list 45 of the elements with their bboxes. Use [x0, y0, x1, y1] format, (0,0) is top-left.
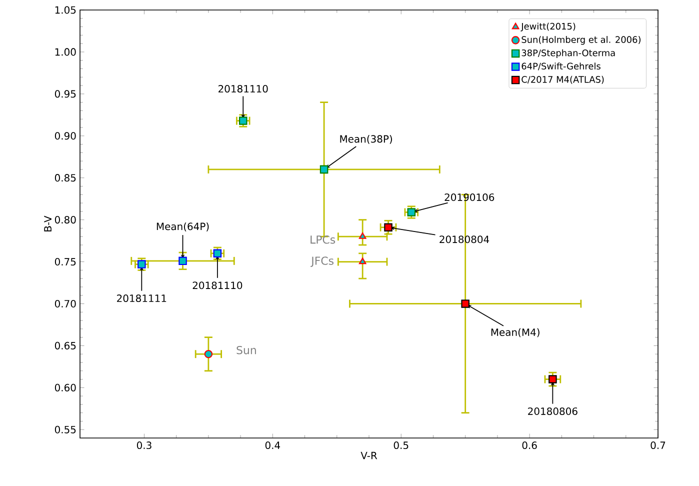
- x-tick-label: 0.4: [265, 442, 280, 450]
- x-tick-label: 0.5: [394, 442, 408, 450]
- y-tick-label: 0.85: [54, 174, 76, 182]
- x-axis-title: V-R: [360, 452, 378, 460]
- point: [320, 165, 328, 174]
- point: [548, 375, 557, 384]
- annotation: 20181111: [117, 294, 166, 302]
- annotation: 20181110: [218, 84, 268, 93]
- point: [358, 232, 366, 239]
- legend-label: 64P/Swift-Gehrels: [522, 62, 600, 70]
- y-tick-label: 0.70: [54, 300, 76, 308]
- legend-label: Sun(Holmberg et al. 2006): [522, 36, 640, 45]
- annotation: 20180806: [528, 407, 578, 416]
- y-tick-label: 0.65: [54, 342, 76, 350]
- annotation: Mean(M4): [491, 328, 540, 338]
- point: [358, 258, 366, 264]
- point: [204, 350, 213, 358]
- y-tick-label: 1.05: [55, 6, 76, 14]
- annotation: Sun: [236, 346, 256, 354]
- point: [178, 256, 187, 266]
- y-axis-title: B-V: [44, 216, 52, 232]
- x-tick-label: 0.3: [136, 442, 152, 450]
- y-tick-label: 1.00: [55, 48, 76, 56]
- legend-label: Jewitt(2015): [520, 22, 576, 32]
- point: [384, 223, 392, 232]
- point: [238, 116, 248, 125]
- y-tick-label: 0.95: [54, 90, 76, 98]
- point: [138, 260, 146, 268]
- legend-label: C/2017 M4(ATLAS): [522, 76, 604, 84]
- y-tick-label: 0.55: [54, 426, 76, 434]
- annotation: 20181110: [192, 282, 242, 290]
- annotation: Mean(38P): [340, 135, 392, 144]
- y-tick-label: 0.90: [54, 132, 76, 140]
- point: [213, 249, 222, 258]
- point: [407, 208, 416, 216]
- annotation: JFCs: [310, 256, 334, 267]
- x-tick-label: 0.7: [650, 442, 666, 450]
- x-tick-label: 0.6: [522, 442, 537, 450]
- y-tick-label: 0.75: [54, 258, 76, 266]
- annotation: Mean(64P): [156, 222, 209, 232]
- y-tick-label: 0.60: [54, 384, 76, 392]
- y-tick-label: 0.80: [54, 216, 76, 224]
- annotation: LPCs: [310, 235, 336, 244]
- legend-label: 38P/Stephan-Oterma: [522, 49, 615, 58]
- point: [461, 300, 470, 308]
